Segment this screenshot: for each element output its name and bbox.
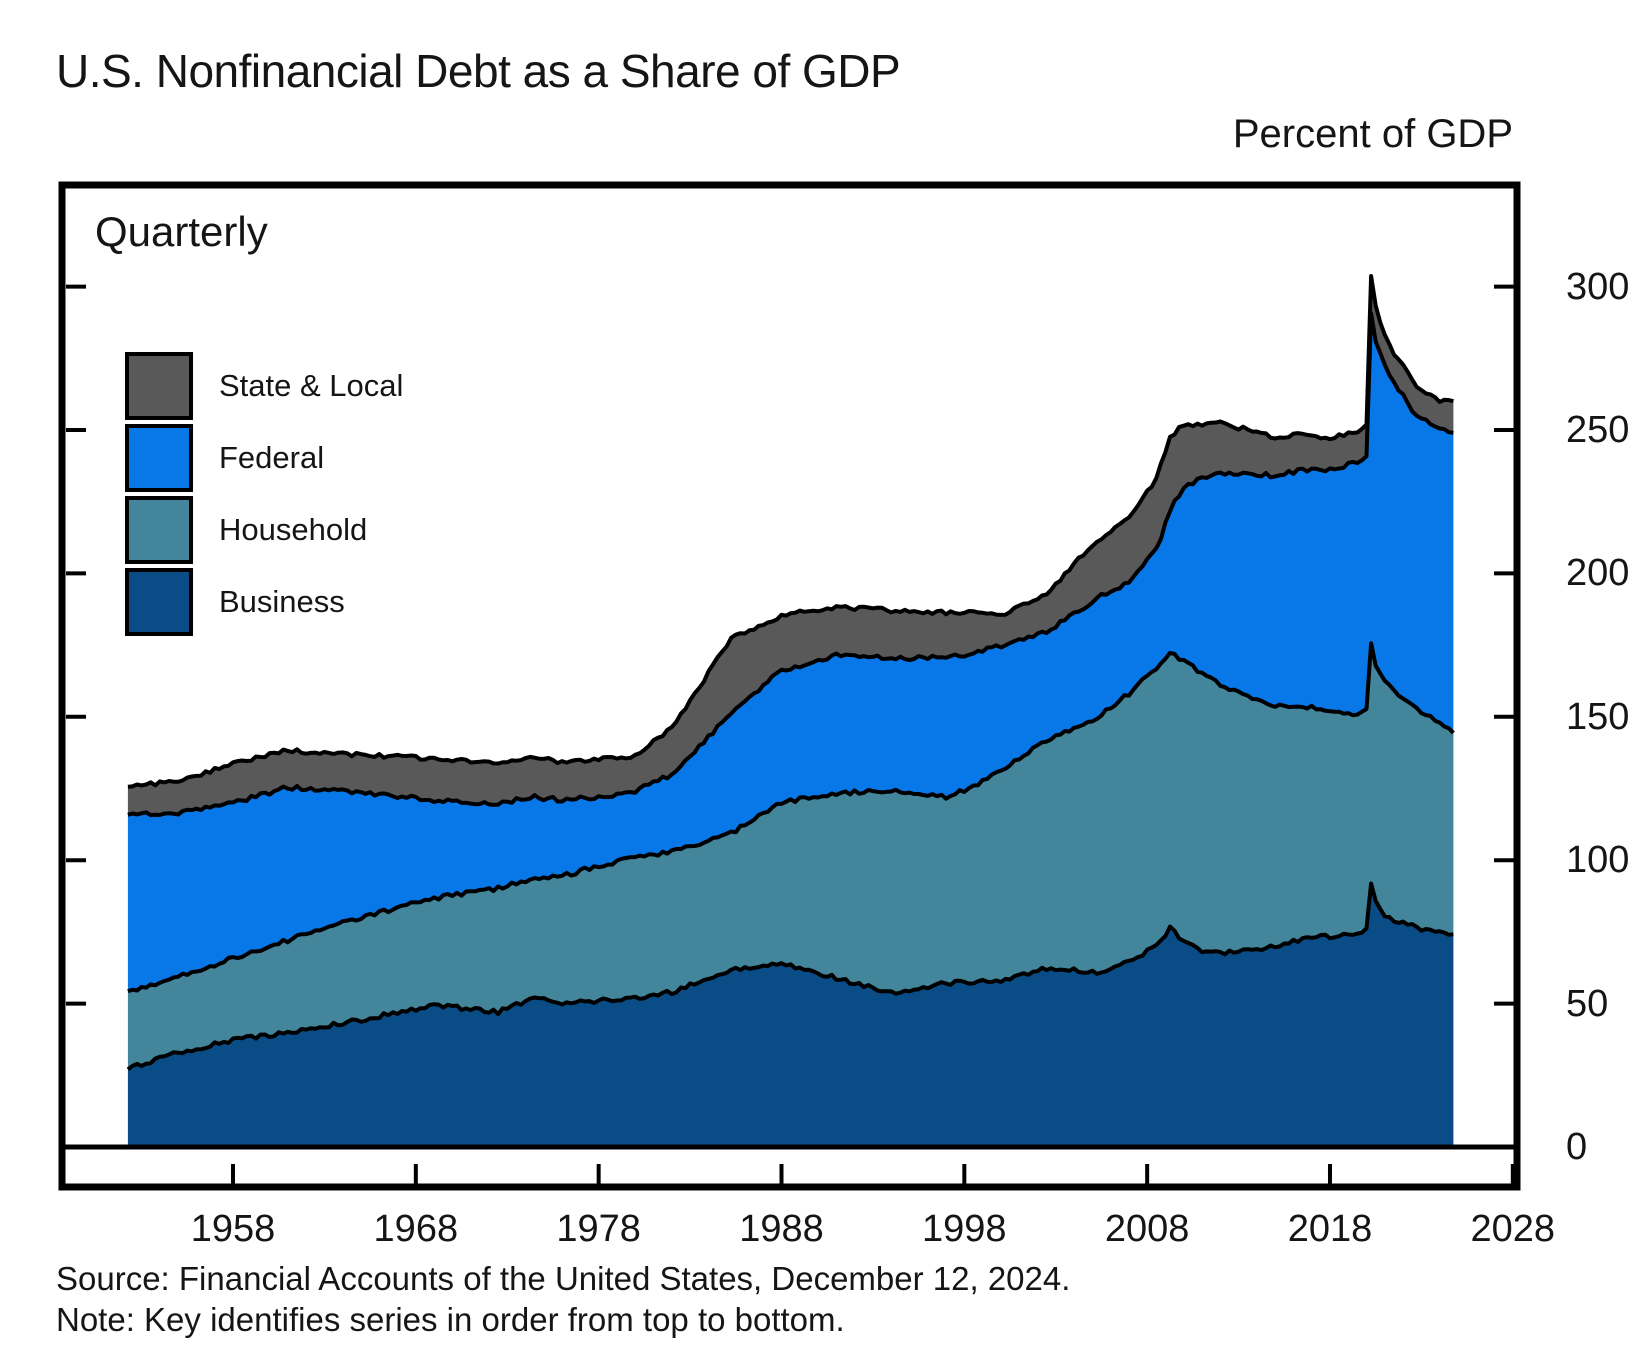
y-tick-label: 50: [1566, 982, 1609, 1025]
legend-label: Federal: [219, 440, 325, 475]
y-tick-label: 300: [1566, 265, 1630, 308]
y-tick-label: 100: [1566, 839, 1630, 882]
y-tick-label: 0: [1566, 1126, 1588, 1168]
boundary-line-federal: [127, 311, 1454, 818]
x-tick-label: 1988: [739, 1208, 824, 1250]
x-tick-label: 1958: [190, 1208, 276, 1250]
x-tick-label: 1998: [922, 1208, 1007, 1250]
legend-label: Business: [219, 584, 345, 619]
legend: State & Local Federal Household Business: [125, 350, 403, 638]
boundary-line-household: [127, 641, 1455, 994]
y-tick-label: 200: [1566, 552, 1630, 595]
legend-item-state-local: State & Local: [125, 350, 403, 422]
series-boundary-lines: [126, 274, 1455, 1071]
area-band-federal: [127, 313, 1454, 992]
x-tick-label: 2008: [1104, 1208, 1190, 1250]
x-tick-label: 2018: [1287, 1208, 1373, 1250]
legend-item-household: Household: [125, 494, 403, 566]
area-band-business: [127, 883, 1454, 1147]
y-axis-unit-label: Percent of GDP: [1232, 112, 1513, 156]
source-note: Source: Financial Accounts of the United…: [56, 1260, 1071, 1297]
y-tick-label: 150: [1566, 695, 1630, 738]
chart-title: U.S. Nonfinancial Debt as a Share of GDP: [56, 45, 901, 97]
y-tick-label: 250: [1566, 409, 1630, 451]
area-band-state-local: [127, 276, 1454, 816]
axis-ticks: [66, 284, 1515, 1184]
x-tick-label: 2028: [1470, 1208, 1556, 1250]
x-tick-label: 1978: [556, 1208, 641, 1250]
legend-swatch: [125, 496, 193, 564]
legend-swatch: [125, 352, 193, 420]
legend-swatch: [125, 568, 193, 636]
legend-item-business: Business: [125, 566, 403, 638]
legend-label: Household: [219, 512, 368, 547]
legend-swatch: [125, 424, 193, 492]
legend-label: State & Local: [219, 368, 404, 403]
plot-frame: [58, 181, 1521, 1191]
legend-item-federal: Federal: [125, 422, 403, 494]
frequency-label: Quarterly: [95, 208, 268, 255]
key-note: Note: Key identifies series in order fro…: [56, 1301, 845, 1338]
boundary-line-state-local: [127, 274, 1454, 789]
boundary-line-business: [126, 881, 1454, 1071]
x-tick-label: 1968: [373, 1208, 459, 1250]
